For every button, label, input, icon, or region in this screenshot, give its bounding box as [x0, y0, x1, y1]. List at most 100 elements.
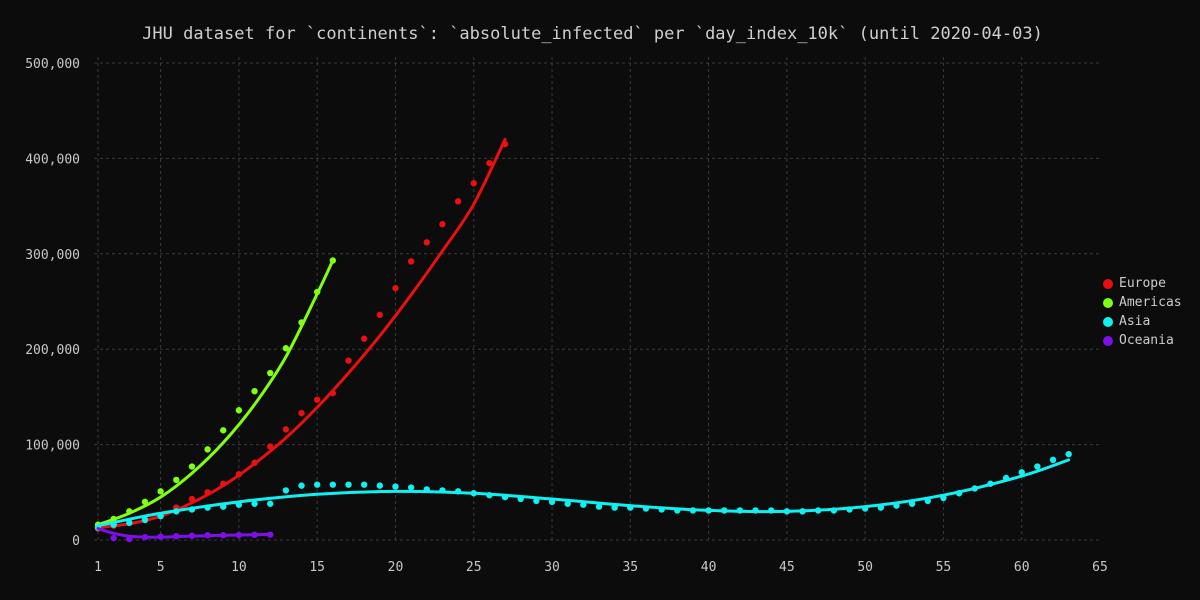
data-point-asia[interactable] — [173, 508, 180, 515]
data-point-americas[interactable] — [298, 319, 305, 326]
data-point-asia[interactable] — [611, 504, 618, 511]
data-point-asia[interactable] — [752, 507, 759, 514]
data-point-asia[interactable] — [454, 488, 462, 495]
data-point-americas[interactable] — [220, 427, 227, 434]
data-point-asia[interactable] — [721, 507, 728, 514]
data-point-asia[interactable] — [580, 501, 587, 508]
data-point-oceania[interactable] — [204, 532, 211, 539]
data-point-asia[interactable] — [470, 490, 477, 497]
legend-item-americas[interactable]: Americas — [1103, 293, 1182, 312]
data-point-asia[interactable] — [376, 482, 384, 489]
legend-item-oceania[interactable]: Oceania — [1103, 331, 1182, 350]
data-point-americas[interactable] — [282, 345, 290, 352]
data-point-asia[interactable] — [846, 506, 853, 513]
data-point-asia[interactable] — [345, 481, 352, 488]
data-point-asia[interactable] — [987, 480, 994, 487]
data-point-oceania[interactable] — [235, 531, 243, 539]
data-point-asia[interactable] — [141, 516, 149, 524]
data-point-asia[interactable] — [674, 507, 681, 514]
data-point-asia[interactable] — [188, 506, 196, 513]
data-point-asia[interactable] — [924, 497, 931, 505]
data-point-asia[interactable] — [282, 487, 290, 494]
data-point-asia[interactable] — [783, 508, 791, 515]
data-point-asia[interactable] — [955, 490, 963, 497]
data-point-asia[interactable] — [1034, 463, 1041, 470]
data-point-oceania[interactable] — [188, 532, 196, 539]
data-point-europe[interactable] — [423, 239, 430, 246]
data-point-oceania[interactable] — [251, 531, 258, 539]
data-point-americas[interactable] — [267, 369, 274, 377]
data-point-asia[interactable] — [736, 507, 744, 514]
data-point-oceania[interactable] — [267, 531, 274, 538]
data-point-asia[interactable] — [267, 500, 274, 507]
data-point-oceania[interactable] — [157, 533, 164, 540]
data-point-europe[interactable] — [267, 443, 274, 450]
data-point-oceania[interactable] — [126, 535, 133, 543]
data-point-asia[interactable] — [564, 500, 571, 507]
data-point-asia[interactable] — [235, 501, 243, 508]
data-point-americas[interactable] — [235, 407, 243, 414]
data-point-asia[interactable] — [204, 504, 211, 511]
data-point-asia[interactable] — [861, 505, 869, 512]
data-point-europe[interactable] — [345, 357, 352, 364]
legend-item-asia[interactable]: Asia — [1103, 312, 1182, 331]
data-point-asia[interactable] — [360, 481, 368, 488]
data-point-asia[interactable] — [830, 507, 838, 514]
data-point-americas[interactable] — [251, 387, 258, 395]
data-point-americas[interactable] — [141, 498, 149, 506]
data-point-americas[interactable] — [126, 508, 133, 515]
data-point-asia[interactable] — [329, 481, 337, 488]
data-point-asia[interactable] — [423, 486, 430, 493]
data-point-asia[interactable] — [486, 491, 493, 499]
data-point-asia[interactable] — [501, 493, 509, 501]
data-point-asia[interactable] — [799, 508, 806, 515]
data-point-europe[interactable] — [220, 480, 227, 487]
legend-item-europe[interactable]: Europe — [1103, 274, 1182, 293]
data-point-asia[interactable] — [407, 484, 415, 491]
data-point-asia[interactable] — [595, 503, 603, 510]
data-point-asia[interactable] — [157, 512, 164, 520]
data-point-europe[interactable] — [235, 470, 243, 478]
data-point-asia[interactable] — [126, 519, 133, 527]
data-point-asia[interactable] — [689, 507, 697, 514]
data-point-europe[interactable] — [470, 180, 477, 187]
data-point-asia[interactable] — [971, 485, 978, 492]
data-point-asia[interactable] — [768, 507, 775, 514]
data-point-asia[interactable] — [533, 497, 540, 505]
data-point-asia[interactable] — [814, 507, 822, 514]
data-point-oceania[interactable] — [173, 532, 180, 540]
data-point-asia[interactable] — [1018, 469, 1025, 476]
data-point-asia[interactable] — [110, 521, 117, 528]
data-point-americas[interactable] — [313, 288, 321, 296]
data-point-americas[interactable] — [204, 446, 211, 453]
data-point-europe[interactable] — [251, 459, 258, 466]
data-point-americas[interactable] — [188, 463, 196, 470]
data-point-europe[interactable] — [298, 409, 305, 417]
data-point-asia[interactable] — [940, 494, 947, 502]
data-point-asia[interactable] — [642, 505, 650, 512]
data-point-europe[interactable] — [392, 284, 399, 292]
data-point-americas[interactable] — [173, 476, 180, 484]
data-point-asia[interactable] — [658, 506, 665, 513]
data-point-asia[interactable] — [705, 507, 712, 514]
data-point-asia[interactable] — [298, 482, 305, 489]
data-point-asia[interactable] — [220, 503, 227, 510]
data-point-oceania[interactable] — [220, 532, 227, 539]
data-point-asia[interactable] — [439, 487, 446, 494]
data-point-europe[interactable] — [501, 140, 509, 148]
data-point-asia[interactable] — [251, 500, 258, 507]
data-point-europe[interactable] — [313, 396, 321, 403]
data-point-asia[interactable] — [548, 498, 556, 506]
data-point-asia[interactable] — [908, 500, 916, 507]
data-point-europe[interactable] — [454, 198, 462, 205]
data-point-oceania[interactable] — [141, 533, 149, 541]
data-point-asia[interactable] — [392, 483, 399, 490]
data-point-europe[interactable] — [360, 335, 368, 342]
data-point-europe[interactable] — [376, 311, 384, 319]
data-point-asia[interactable] — [1049, 456, 1057, 464]
data-point-oceania[interactable] — [110, 534, 117, 542]
data-point-asia[interactable] — [877, 504, 885, 511]
data-point-europe[interactable] — [204, 489, 211, 496]
data-point-asia[interactable] — [1065, 450, 1072, 458]
data-point-asia[interactable] — [313, 481, 321, 488]
